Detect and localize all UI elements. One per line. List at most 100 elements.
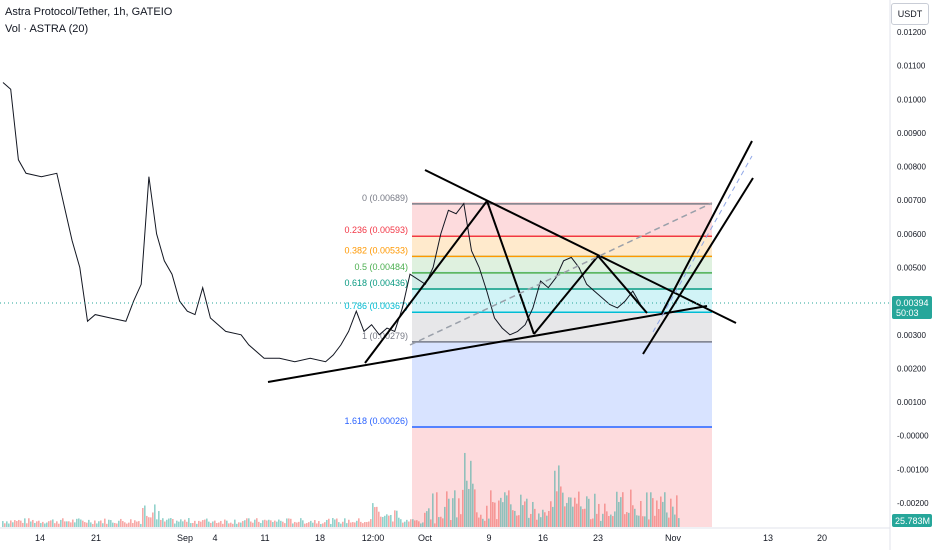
volume-indicator-label[interactable]: Vol · ASTRA (20) bbox=[5, 23, 89, 35]
volume-bar bbox=[46, 522, 48, 527]
price-badge-value: 0.00394 bbox=[896, 298, 929, 308]
volume-bar bbox=[22, 522, 24, 527]
volume-bar bbox=[292, 523, 294, 527]
volume-bar bbox=[322, 523, 324, 527]
volume-bar bbox=[448, 498, 450, 527]
volume-bar bbox=[250, 521, 252, 527]
volume-bar bbox=[2, 521, 4, 527]
currency-button[interactable]: USDT bbox=[891, 3, 929, 25]
volume-bar bbox=[114, 522, 116, 527]
y-tick-label: 0.01200 bbox=[897, 28, 926, 37]
volume-bar bbox=[478, 517, 480, 527]
volume-bar bbox=[518, 515, 520, 527]
volume-bar bbox=[614, 511, 616, 527]
volume-bar bbox=[274, 520, 276, 527]
wedge-leg-4[interactable] bbox=[597, 255, 648, 314]
volume-bar bbox=[144, 505, 146, 527]
volume-bar bbox=[380, 516, 382, 527]
dashed-midline bbox=[409, 202, 713, 346]
x-tick-label: 16 bbox=[538, 533, 548, 543]
channel-line-upper[interactable] bbox=[661, 140, 753, 314]
volume-bar bbox=[234, 519, 236, 527]
trendlines[interactable] bbox=[267, 140, 754, 383]
volume-bars bbox=[2, 452, 680, 527]
volume-bar bbox=[122, 521, 124, 527]
volume-bar bbox=[524, 501, 526, 527]
volume-bar bbox=[484, 520, 486, 527]
x-tick-label: 20 bbox=[817, 533, 827, 543]
volume-bar bbox=[596, 513, 598, 527]
volume-bar bbox=[616, 491, 618, 527]
volume-bar bbox=[94, 520, 96, 527]
x-axis[interactable]: 14 21 Sep 4 11 18 12:00 Oct 9 16 23 Nov 13 20 bbox=[35, 533, 827, 543]
volume-bar bbox=[18, 519, 20, 527]
volume-bar bbox=[486, 505, 488, 527]
volume-bar bbox=[164, 521, 166, 527]
volume-bar bbox=[74, 522, 76, 527]
volume-bar bbox=[646, 492, 648, 527]
fib-level-label: 0.382 (0.00533) bbox=[344, 245, 408, 255]
volume-bar bbox=[332, 518, 334, 527]
volume-bar bbox=[70, 522, 72, 527]
volume-bar bbox=[572, 506, 574, 527]
volume-bar bbox=[568, 497, 570, 527]
volume-bar bbox=[202, 520, 204, 527]
volume-bar bbox=[92, 523, 94, 527]
volume-bar bbox=[440, 516, 442, 527]
y-axis[interactable]: 0.01200 0.01100 0.01000 0.00900 0.00800 0.007… bbox=[897, 28, 929, 508]
volume-bar bbox=[162, 518, 164, 527]
volume-bar bbox=[610, 514, 612, 527]
volume-bar bbox=[174, 523, 176, 527]
channel-line-lower[interactable] bbox=[642, 177, 754, 355]
volume-bar bbox=[434, 523, 436, 527]
volume-bar bbox=[206, 518, 208, 527]
volume-bar bbox=[136, 521, 138, 527]
volume-bar bbox=[314, 520, 316, 527]
volume-bar bbox=[456, 517, 458, 527]
volume-bar bbox=[90, 522, 92, 527]
volume-bar bbox=[294, 521, 296, 527]
volume-bar bbox=[620, 497, 622, 527]
volume-bar bbox=[340, 523, 342, 527]
volume-bar bbox=[548, 511, 550, 527]
volume-bar bbox=[296, 522, 298, 527]
x-tick-label: Sep bbox=[177, 533, 193, 543]
volume-bar bbox=[468, 488, 470, 527]
volume-bar bbox=[148, 517, 150, 527]
volume-bar bbox=[88, 519, 90, 527]
volume-bar bbox=[260, 523, 262, 527]
wedge-leg-1[interactable] bbox=[364, 200, 488, 364]
y-tick-label: 0.00500 bbox=[897, 264, 926, 273]
volume-bar bbox=[20, 520, 22, 527]
volume-bar bbox=[376, 506, 378, 527]
volume-bar bbox=[126, 523, 128, 527]
volume-bar bbox=[210, 522, 212, 527]
volume-bar bbox=[48, 521, 50, 527]
volume-bar bbox=[266, 520, 268, 527]
volume-bar bbox=[100, 520, 102, 527]
volume-bar bbox=[630, 489, 632, 527]
volume-bar bbox=[370, 519, 372, 527]
volume-bar bbox=[412, 519, 414, 527]
volume-bar bbox=[636, 515, 638, 527]
volume-bar bbox=[510, 504, 512, 527]
volume-bar bbox=[158, 511, 160, 527]
resistance-trendline[interactable] bbox=[424, 169, 737, 324]
volume-bar bbox=[208, 521, 210, 527]
volume-bar bbox=[368, 521, 370, 527]
support-trendline[interactable] bbox=[267, 305, 708, 383]
volume-bar bbox=[62, 518, 64, 527]
fib-retracement[interactable]: 0 (0.00689) 0.236 (0.00593) 0.382 (0.00533… bbox=[344, 193, 712, 527]
volume-bar bbox=[30, 521, 32, 527]
volume-bar bbox=[418, 521, 420, 527]
volume-bar bbox=[226, 520, 228, 527]
volume-bar bbox=[410, 519, 412, 527]
wedge-leg-3[interactable] bbox=[533, 255, 599, 335]
volume-bar bbox=[546, 515, 548, 527]
wedge-leg-2[interactable] bbox=[486, 200, 535, 335]
volume-bar bbox=[140, 523, 142, 527]
volume-bar bbox=[656, 500, 658, 527]
y-tick-label: 0.00800 bbox=[897, 163, 926, 172]
volume-bar bbox=[290, 518, 292, 527]
